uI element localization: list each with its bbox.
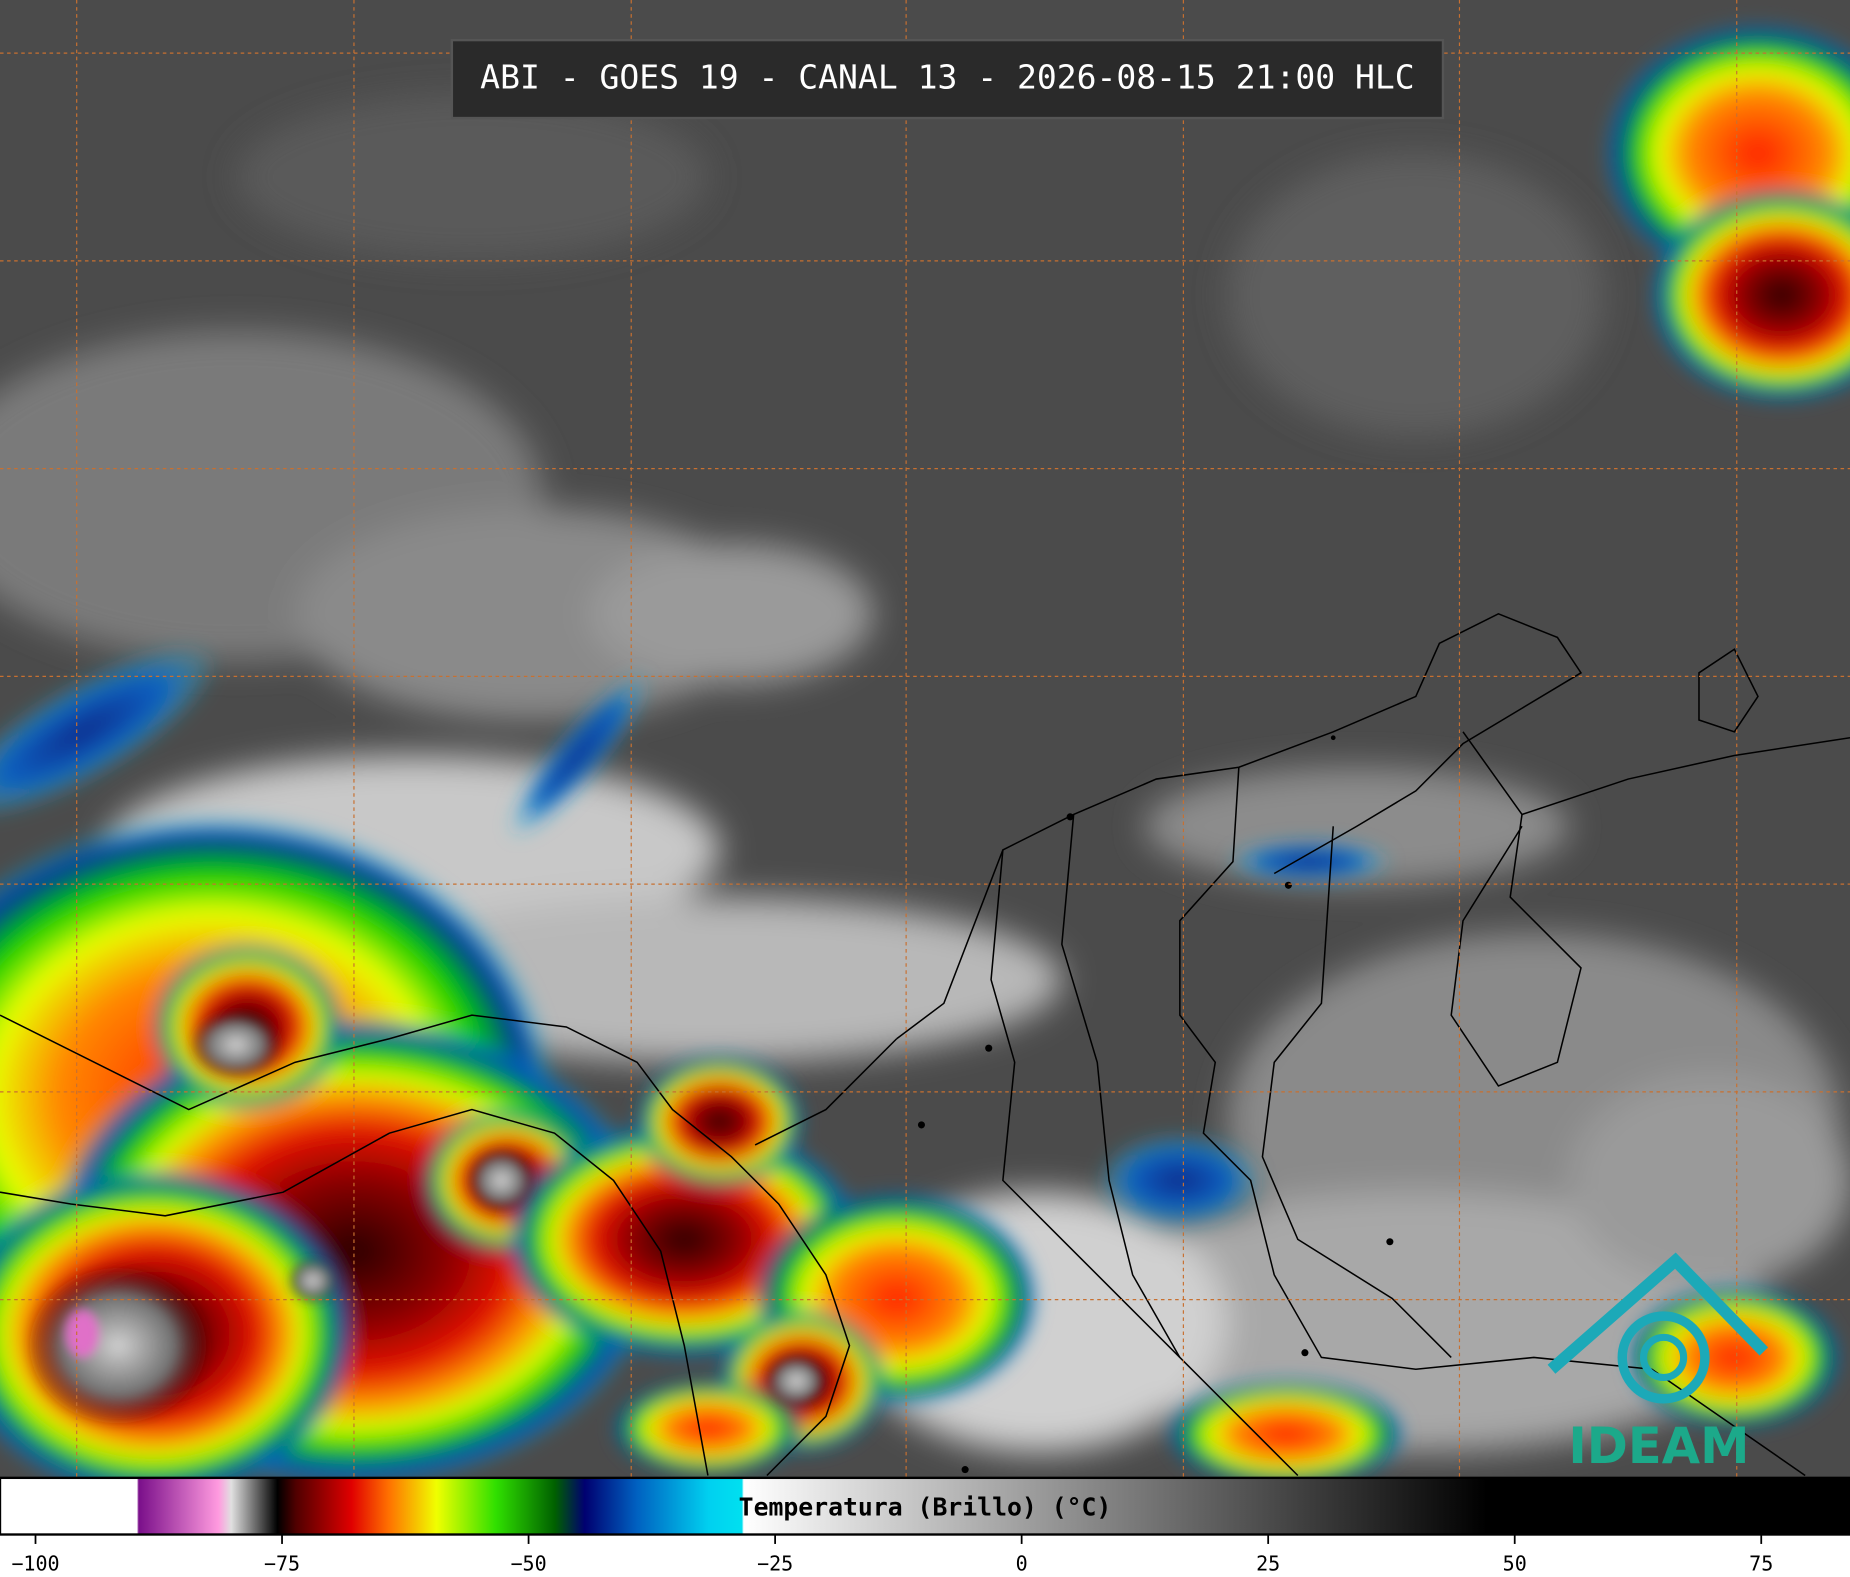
overshooting-tops <box>23 1009 830 1429</box>
title-box <box>450 38 1445 120</box>
tick-label: −25 <box>757 1552 793 1576</box>
tick-label: −50 <box>510 1552 546 1576</box>
logo: IDEAM <box>1547 1252 1769 1475</box>
title: ABI - GOES 19 - CANAL 13 - 2026-08-15 21… <box>480 58 1414 97</box>
imagery: ABI - GOES 19 - CANAL 13 - 2026-08-15 21… <box>0 0 1850 1500</box>
graticule <box>0 0 1850 1478</box>
cities <box>917 735 1394 1474</box>
tick-label: −75 <box>264 1552 300 1576</box>
tick-label: 75 <box>1749 1552 1773 1576</box>
tick-label: 50 <box>1503 1552 1527 1576</box>
tick-label: 25 <box>1256 1552 1280 1576</box>
coastlines <box>0 612 1850 1477</box>
colorbar: Temperatura (Brillo) (°C) −100 −75 −50 −25 0… <box>0 1476 1850 1576</box>
tick-label: 0 <box>1016 1552 1028 1576</box>
colorbar-ramp <box>0 1476 1850 1536</box>
logo-text: IDEAM <box>1568 1417 1749 1475</box>
tick-label: −100 <box>11 1552 59 1576</box>
colorbar-label: Temperatura (Brillo) (°C) <box>739 1493 1112 1522</box>
convection <box>0 23 1850 1500</box>
